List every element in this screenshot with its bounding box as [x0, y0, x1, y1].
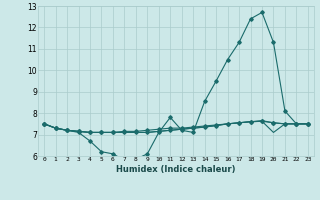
X-axis label: Humidex (Indice chaleur): Humidex (Indice chaleur): [116, 165, 236, 174]
